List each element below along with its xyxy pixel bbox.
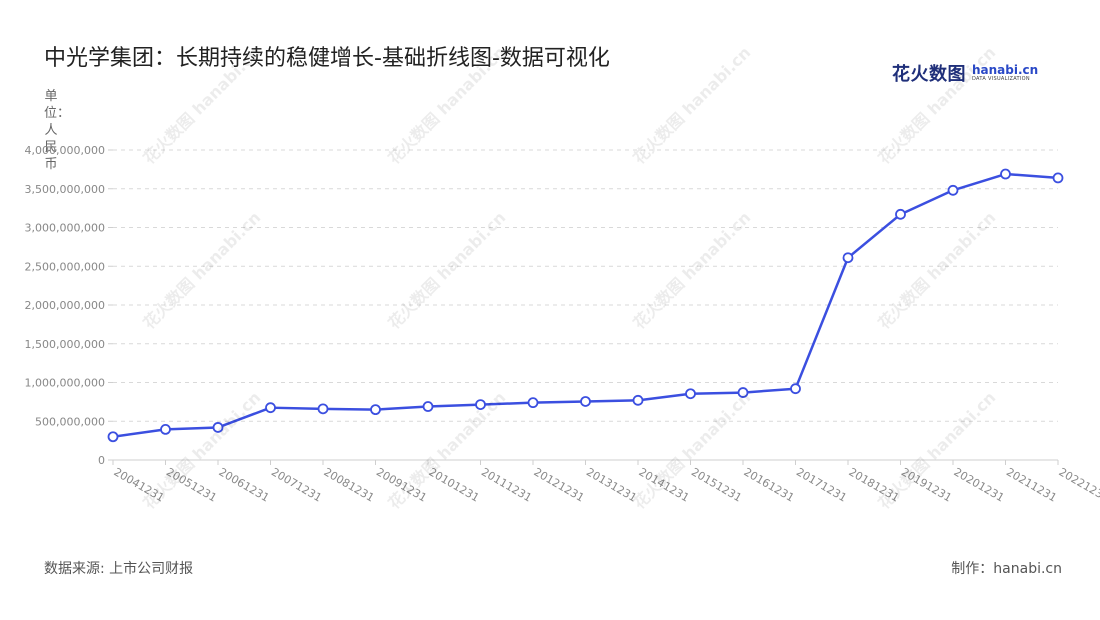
data-point xyxy=(370,404,381,416)
x-tick-label: 20201231 xyxy=(952,465,1007,504)
y-tick-label: 3,000,000,000 xyxy=(25,222,105,235)
x-tick-label: 20161231 xyxy=(742,465,797,504)
x-tick-label: 20181231 xyxy=(847,465,902,504)
x-tick-label: 20081231 xyxy=(322,465,377,504)
data-source: 数据来源: 上市公司财报 xyxy=(44,561,194,577)
logo-en-text: hanabi.cn xyxy=(972,63,1039,77)
line-chart: 0 500,000,000 1,000,000,000 1,500,000,000 2,… xyxy=(25,144,1100,505)
data-point xyxy=(422,401,434,412)
data-point xyxy=(685,388,696,400)
data-point xyxy=(632,394,644,406)
data-point xyxy=(842,252,854,264)
credit: 制作：hanabi.cn xyxy=(951,561,1062,577)
x-tick-label: 20121231 xyxy=(532,465,587,504)
x-tick-label: 20151231 xyxy=(689,465,744,504)
x-tick-label: 20191231 xyxy=(899,465,954,504)
y-tick-label: 500,000,000 xyxy=(35,415,105,428)
logo-sub-text: DATA VISUALIZATION xyxy=(972,76,1030,82)
data-point xyxy=(1000,168,1011,180)
data-point xyxy=(790,383,801,395)
data-point xyxy=(947,184,959,196)
logo-main-text: 花火数图 xyxy=(892,64,966,85)
y-tick-label: 0 xyxy=(98,454,105,467)
data-point xyxy=(160,423,171,435)
data-point xyxy=(265,402,276,414)
y-tick-label: 2,000,000,000 xyxy=(25,299,105,312)
x-tick-label: 20141231 xyxy=(637,465,692,504)
hanabi-logo: 花火数图 hanabi.cn DATA VISUALIZATION xyxy=(892,60,1042,86)
y-tick-label: 3,500,000,000 xyxy=(25,183,105,196)
data-point xyxy=(317,403,329,415)
chart-title: 中光学集团：长期持续的稳健增长-基础折线图-数据可视化 xyxy=(44,46,610,71)
y-tick-label: 1,500,000,000 xyxy=(25,338,105,351)
y-tick-label: 4,000,000,000 xyxy=(25,144,105,157)
data-point xyxy=(212,422,224,433)
data-point xyxy=(1052,172,1064,184)
x-tick-label: 20091231 xyxy=(374,465,429,504)
x-tick-label: 20071231 xyxy=(269,465,324,504)
x-tick-label: 20051231 xyxy=(164,465,219,504)
x-tick-label: 20041231 xyxy=(112,465,167,504)
x-tick-label: 20061231 xyxy=(217,465,272,504)
data-point xyxy=(475,399,486,410)
x-tick-label: 20221231 xyxy=(1057,465,1100,504)
y-tick-label: 1,000,000,000 xyxy=(25,377,105,390)
x-tick-label: 20101231 xyxy=(427,465,482,504)
data-point xyxy=(737,387,749,398)
data-point xyxy=(527,397,539,409)
y-tick-label: 2,500,000,000 xyxy=(25,260,105,273)
x-tick-label: 20111231 xyxy=(479,465,534,504)
logo-side: hanabi.cn DATA VISUALIZATION xyxy=(972,64,1038,82)
x-tick-label: 20211231 xyxy=(1004,465,1059,504)
data-point xyxy=(107,431,119,443)
data-point xyxy=(895,208,906,220)
data-point xyxy=(580,396,591,407)
x-tick-label: 20171231 xyxy=(794,465,849,504)
x-tick-label: 20131231 xyxy=(584,465,639,504)
